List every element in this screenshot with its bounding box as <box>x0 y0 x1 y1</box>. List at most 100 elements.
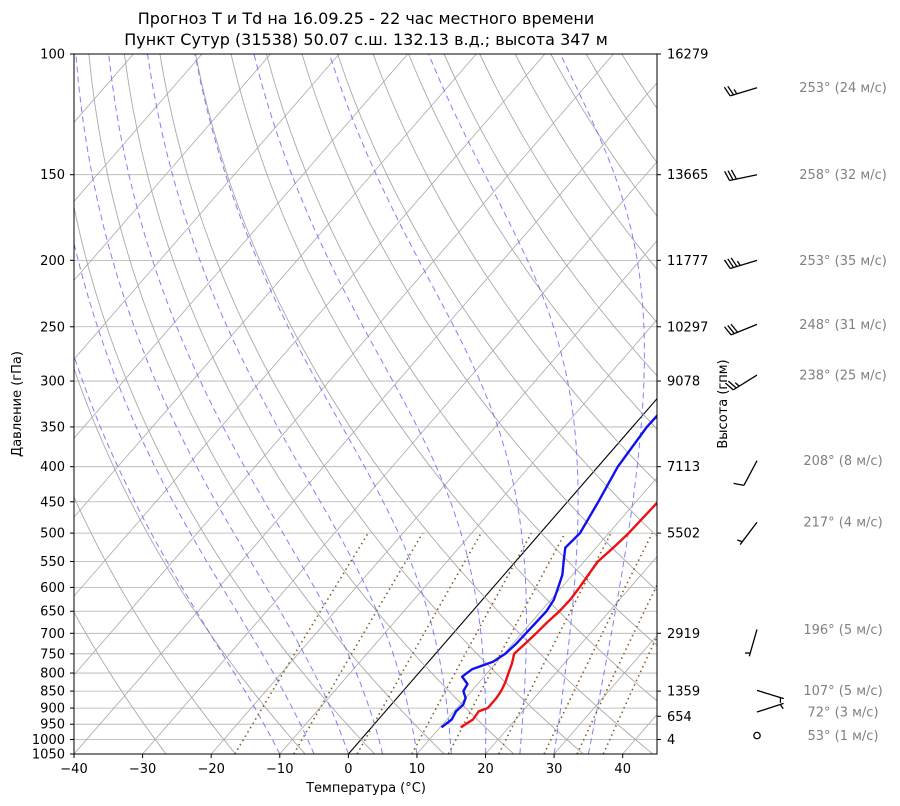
plot-area <box>74 54 900 754</box>
wind-barb-half-flag <box>779 704 784 710</box>
isotherm-line <box>622 713 657 754</box>
isotherm-line <box>210 240 657 754</box>
pressure-tick-label: 250 <box>40 320 65 335</box>
mixing-ratio-line <box>411 532 533 754</box>
zero-isotherm <box>347 397 657 754</box>
x-tick-label: −40 <box>60 762 87 777</box>
dry-adiabat <box>479 54 657 324</box>
moist-adiabat <box>74 241 315 754</box>
calm-wind-circle <box>753 731 761 740</box>
height-tick-label: 10297 <box>667 320 708 335</box>
dry-adiabat <box>656 54 657 55</box>
wind-barb-half-flag <box>734 382 740 387</box>
wind-label: 107° (5 м/с) <box>803 684 882 699</box>
moist-adiabat <box>74 354 281 754</box>
dry-adiabat <box>74 495 236 754</box>
wind-barb-shaft <box>743 460 758 486</box>
moist-adiabat <box>253 54 487 754</box>
moist-adiabat <box>194 54 452 754</box>
x-tick-label: 0 <box>344 762 352 777</box>
pressure-tick-label: 350 <box>40 420 65 435</box>
pressure-tick-label: 550 <box>40 555 65 570</box>
wind-barb-flag <box>727 258 735 268</box>
dry-adiabat <box>621 54 657 110</box>
wind-barb-flag <box>727 85 735 96</box>
pressure-tick-label: 500 <box>40 527 65 542</box>
wind-label: 253° (35 м/с) <box>799 254 887 269</box>
pressure-tick-label: 800 <box>40 667 65 682</box>
dry-adiabat <box>74 367 306 754</box>
dry-adiabat <box>443 54 657 377</box>
mixing-ratio-line <box>356 532 482 754</box>
wind-barb-flag <box>724 382 734 391</box>
wind-barb-shaft <box>732 374 758 391</box>
wind-barb <box>756 702 784 713</box>
x-tick-label: −30 <box>129 762 156 777</box>
dry-adiabat <box>74 205 376 754</box>
isotherm-line <box>485 555 657 754</box>
dry-adiabat <box>266 54 657 647</box>
pressure-tick-label: 650 <box>40 605 65 620</box>
y-axis-label: Давление (гПа) <box>10 351 25 457</box>
dry-adiabat <box>728 54 900 754</box>
pressure-tick-label: 950 <box>40 718 65 733</box>
height-tick-label: 2919 <box>667 627 700 642</box>
pressure-tick-label: 450 <box>40 495 65 510</box>
isotherm-line <box>74 54 546 597</box>
height-tick-label: 5502 <box>667 527 700 542</box>
wind-label: 196° (5 м/с) <box>803 623 882 638</box>
series-line-td <box>440 413 657 729</box>
moist-adiabat <box>108 54 384 754</box>
wind-label: 238° (25 м/с) <box>799 369 887 384</box>
wind-barb-flag <box>730 257 738 267</box>
wind-barb-shaft <box>739 521 758 545</box>
wind-barb-flag <box>727 170 734 181</box>
x-tick-label: 30 <box>546 762 563 777</box>
isotherm-line <box>416 477 657 754</box>
mixing-ratio-line <box>498 532 612 754</box>
wind-barb-flag <box>730 169 738 180</box>
wind-barb <box>745 629 758 657</box>
wind-column: 253° (24 м/с) 258° (32 м/с) 253° (35 м/с) 2… <box>723 81 887 744</box>
pressure-tick-label: 300 <box>40 375 65 390</box>
dry-adiabat <box>230 54 657 702</box>
isotherm-line <box>142 161 657 754</box>
height-tick-label: 654 <box>667 710 692 725</box>
wind-barb-shaft <box>730 259 758 270</box>
pressure-tick-label: 600 <box>40 581 65 596</box>
x-tick-label: 40 <box>614 762 631 777</box>
y-axis-label-right: Высота (гпм) <box>716 359 731 448</box>
wind-barb-flag <box>723 86 731 97</box>
x-tick-label: −20 <box>197 762 224 777</box>
chart-title-line1: Прогноз T и Td на 16.09.25 - 22 час мест… <box>138 9 594 28</box>
dry-adiabat <box>764 54 900 754</box>
plot-frame <box>73 53 658 755</box>
wind-barb <box>724 169 758 182</box>
isotherm-line <box>74 82 657 754</box>
wind-barb <box>733 460 758 487</box>
height-tick-label: 7113 <box>667 460 700 475</box>
wind-barb-half-flag <box>736 260 741 266</box>
isotherm-line <box>760 54 900 754</box>
dry-adiabat <box>408 54 657 430</box>
x-tick-label: 10 <box>409 762 426 777</box>
wind-barb-half-flag <box>733 89 738 95</box>
height-tick-label: 1359 <box>667 685 700 700</box>
pressure-tick-label: 1000 <box>32 733 65 748</box>
pressure-tick-label: 100 <box>40 48 65 63</box>
wind-barb <box>737 521 758 545</box>
dry-adiabat <box>159 54 584 754</box>
dry-adiabat <box>74 611 167 754</box>
axes: −40 −30 −20 −10 0 10 20 30 40 100 150 200 250 300 350 4… <box>32 48 708 778</box>
wind-barb-shaft <box>756 689 784 700</box>
isotherm-line <box>74 54 614 676</box>
pressure-tick-label: 1050 <box>32 748 65 763</box>
wind-barb-flag <box>730 323 739 333</box>
chart-title-line2: Пункт Сутур (31538) 50.07 с.ш. 132.13 в.… <box>124 30 608 49</box>
height-tick-label: 16279 <box>667 48 708 63</box>
mixing-ratio-line <box>234 532 369 754</box>
x-tick-label: −10 <box>266 762 293 777</box>
height-tick-label: 4 <box>667 733 675 748</box>
wind-label: 258° (32 м/с) <box>799 168 887 183</box>
wind-label: 253° (24 м/с) <box>799 81 887 96</box>
